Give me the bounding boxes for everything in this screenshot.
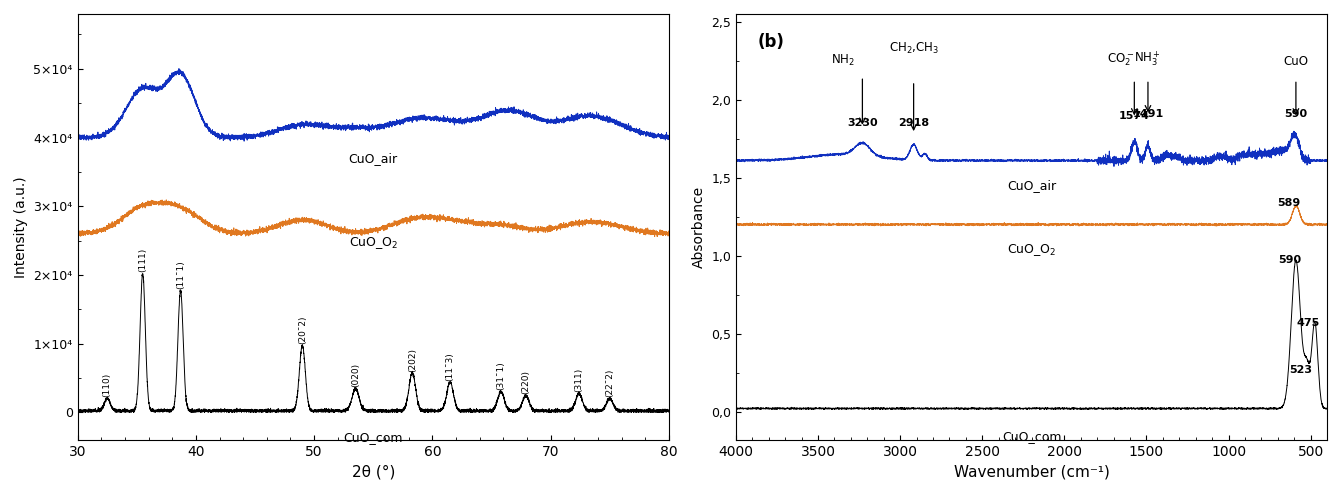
Text: (110): (110) (103, 373, 111, 397)
Text: (202): (202) (408, 348, 417, 372)
Text: CuO_com: CuO_com (1002, 430, 1061, 443)
Text: (11¯1): (11¯1) (176, 260, 185, 289)
Text: 1491: 1491 (1132, 109, 1164, 119)
X-axis label: Wavenumber (cm⁻¹): Wavenumber (cm⁻¹) (953, 464, 1109, 479)
Text: 2918: 2918 (898, 118, 929, 128)
Text: NH$_2$: NH$_2$ (831, 53, 854, 69)
Text: CuO_O$_2$: CuO_O$_2$ (1007, 242, 1057, 257)
Text: 3230: 3230 (848, 118, 878, 128)
Text: (020): (020) (351, 363, 359, 387)
Text: CO$_2^-$: CO$_2^-$ (1106, 52, 1134, 69)
Text: CuO_com: CuO_com (343, 431, 404, 445)
Text: NH$_3^+$: NH$_3^+$ (1134, 50, 1161, 69)
Text: CuO_air: CuO_air (1007, 179, 1057, 192)
Text: 523: 523 (1289, 364, 1311, 375)
Text: (311): (311) (574, 368, 583, 392)
Text: (31¯1): (31¯1) (496, 361, 506, 390)
Text: (20¯2): (20¯2) (298, 316, 307, 344)
Text: (111): (111) (138, 248, 148, 272)
Text: 590: 590 (1285, 109, 1307, 119)
X-axis label: 2θ (°): 2θ (°) (351, 464, 396, 479)
Text: 1574: 1574 (1118, 110, 1149, 121)
Text: 475: 475 (1297, 317, 1320, 328)
Text: 589: 589 (1278, 198, 1301, 208)
Text: CuO_air: CuO_air (349, 152, 398, 165)
Text: CuO: CuO (1283, 56, 1309, 69)
Y-axis label: Absorbance: Absorbance (692, 186, 705, 268)
Text: (22¯2): (22¯2) (605, 369, 614, 397)
Text: CuO_O$_2$: CuO_O$_2$ (349, 235, 398, 251)
Text: (11¯3): (11¯3) (445, 352, 455, 381)
Y-axis label: Intensity (a.u.): Intensity (a.u.) (13, 176, 28, 278)
Text: (b): (b) (758, 33, 784, 51)
Text: (220): (220) (522, 370, 530, 394)
Text: CH$_2$,CH$_3$: CH$_2$,CH$_3$ (889, 41, 939, 56)
Text: 590: 590 (1278, 255, 1301, 265)
